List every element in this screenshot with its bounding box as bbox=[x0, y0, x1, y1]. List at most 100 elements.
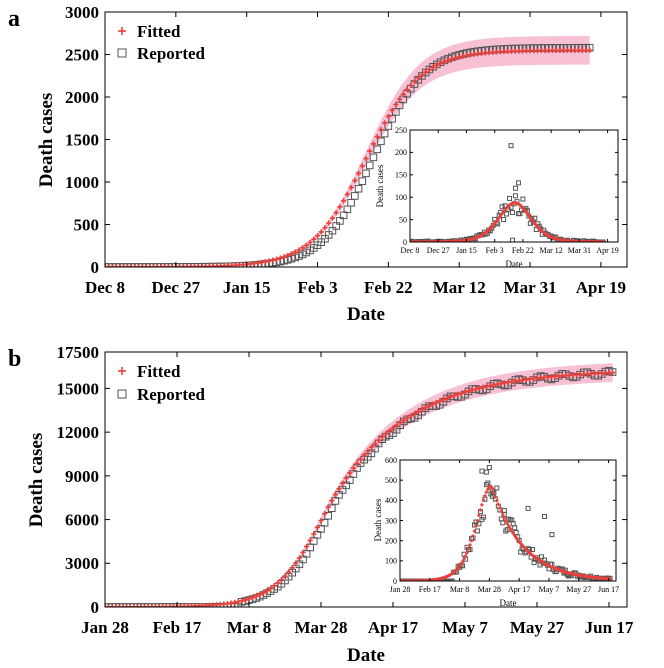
panel-b-ytick-label: 3000 bbox=[65, 554, 99, 573]
panel-b-inset-reported-point bbox=[480, 514, 486, 520]
panel-b-inset-xtick-label: Mar 28 bbox=[478, 585, 501, 594]
panel-b-xtick-label: May 7 bbox=[442, 618, 488, 637]
panel-b-inset-xtick-label: Apr 17 bbox=[508, 585, 530, 594]
panel-a-reported-point bbox=[377, 137, 385, 146]
panel-b-fitted-point bbox=[419, 406, 425, 413]
panel-a-inset-xtick-label: Dec 27 bbox=[427, 246, 450, 255]
panel-b-fitted-point bbox=[264, 588, 270, 594]
panel-b-inset-fitted-point bbox=[481, 498, 486, 502]
panel-b-inset-fitted-point bbox=[466, 547, 471, 551]
panel-b-ytick-label: 9000 bbox=[65, 467, 99, 486]
panel-a-fitted-point bbox=[393, 101, 399, 108]
panel-a-inset-fitted-point bbox=[495, 218, 500, 222]
panel-b-inset-xtick-label: May 7 bbox=[539, 585, 560, 594]
panel-a-fitted-point bbox=[445, 57, 451, 63]
panel-b-fitted-point bbox=[343, 475, 349, 481]
panel-b-fitted-point bbox=[451, 392, 457, 399]
panel-b-inset: 0 100 200 300 400 500 600 Jan 28 Feb 17 Mar 8 Mar… bbox=[373, 456, 619, 608]
panel-a-reported-point bbox=[384, 122, 393, 130]
panel-b-inset-fitted-point bbox=[459, 562, 463, 566]
panel-b-fitted-point bbox=[304, 543, 310, 550]
panel-b-inset-reported-point bbox=[512, 525, 518, 531]
panel-b-inset-reported-point bbox=[539, 554, 545, 560]
panel-b-fitted-point bbox=[473, 386, 479, 392]
panel-b-inset-fitted-point bbox=[478, 508, 483, 512]
panel-a-fitted-point bbox=[359, 163, 365, 169]
panel-b-inset-fitted-point bbox=[493, 495, 498, 499]
panel-a-fitted-point bbox=[411, 78, 418, 85]
panel-a-inset-xtick-label: Apr 19 bbox=[596, 246, 618, 255]
panel-b-fitted-point bbox=[354, 460, 360, 467]
panel-b-label: b bbox=[8, 346, 21, 372]
panel-a-ytick-label: 0 bbox=[91, 258, 100, 277]
panel-b-fitted-point bbox=[278, 577, 284, 583]
panel-a-label: a bbox=[8, 6, 20, 32]
panel-a-fitted-point bbox=[396, 96, 403, 102]
panel-b-inset-fitted-point bbox=[483, 494, 487, 498]
panel-b-fitted-point bbox=[271, 583, 277, 589]
panel-b-fitted-point bbox=[358, 456, 364, 462]
panel-b-inset-fitted-point bbox=[475, 518, 480, 523]
panel-a-fitted-point bbox=[408, 82, 414, 88]
panel-b-fitted-point bbox=[336, 486, 342, 492]
panel-a-inset-reported-point bbox=[512, 193, 518, 199]
panel-b-inset-reported-outlier bbox=[483, 469, 489, 475]
panel-a-ytick-label: 2000 bbox=[65, 88, 99, 107]
panel-b-fitted-point bbox=[437, 398, 443, 404]
panel-a-inset-xtick-label: Feb 3 bbox=[486, 246, 504, 255]
panel-b-inset-ytick-label: 400 bbox=[385, 496, 397, 505]
panel-b-ytick-label: 15000 bbox=[57, 379, 100, 398]
panel-a-inset-y-ticks: 0 50 100 150 200 250 bbox=[395, 126, 618, 247]
panel-b-legend-reported: Reported bbox=[137, 385, 206, 404]
panel-a-legend-fitted: Fitted bbox=[137, 22, 181, 41]
panel-b-xtick-label: May 27 bbox=[510, 618, 565, 637]
panel-b-fitted-point bbox=[415, 408, 421, 415]
panel-a-fitted-point bbox=[441, 59, 447, 65]
panel-b-fitted-point bbox=[282, 573, 288, 579]
panel-b-fitted-point bbox=[469, 387, 475, 393]
panel-a-fitted-point bbox=[434, 62, 440, 68]
panel-a-fitted-point bbox=[452, 55, 459, 61]
panel-b-fitted-point bbox=[476, 385, 482, 391]
panel-a-inset-reported-outlier bbox=[515, 180, 521, 186]
panel-a-fitted-point bbox=[370, 141, 377, 147]
panel-b-fitted-point bbox=[289, 565, 295, 571]
panel-b-inset-xtick-label: Jan 28 bbox=[390, 585, 411, 594]
panel-b-axes-frame bbox=[104, 351, 628, 608]
panel-b-inset-fitted-point bbox=[513, 533, 517, 538]
panel-b-inset-reported-point bbox=[449, 578, 455, 581]
panel-a-inset-reported-point bbox=[582, 239, 588, 242]
panel-a-reported-point bbox=[380, 129, 389, 138]
panel-b-fitted-point bbox=[394, 422, 400, 428]
panel-a-fitted-point bbox=[456, 54, 462, 60]
panel-b-fitted-point bbox=[286, 569, 292, 575]
panel-b-fitted-point bbox=[275, 580, 281, 586]
panel-a-ytick-label: 2500 bbox=[65, 45, 99, 64]
panel-b-fitted-point bbox=[480, 384, 486, 390]
panel-b-inset-reported-point bbox=[522, 550, 528, 556]
panel-b-fitted-point bbox=[462, 389, 468, 395]
panel-a-inset: 0 50 100 150 200 250 Dec 8 Dec 27 Jan 15 Feb 3 Fe… bbox=[375, 126, 619, 269]
panel-b-fitted-point bbox=[422, 405, 428, 411]
panel-b-x-axis-label: Date bbox=[347, 645, 385, 666]
panel-b-fitted-point bbox=[250, 595, 256, 601]
panel-b-legend-reported-glyph bbox=[117, 389, 127, 399]
panel-a-inset-reported-point bbox=[527, 220, 533, 226]
panel-a-inset-ytick-label: 50 bbox=[399, 215, 407, 224]
panel-a-band-area bbox=[105, 36, 590, 267]
panel-b-inset-fitted-point bbox=[463, 554, 468, 558]
panel-a-fitted-point bbox=[400, 91, 406, 97]
panel-b-inset-fitted-point bbox=[457, 564, 462, 568]
panel-a-fitted-point bbox=[378, 127, 384, 133]
panel-b-inset-reported-point bbox=[486, 465, 492, 471]
panel-a-x-axis-label: Date bbox=[347, 304, 385, 325]
panel-b-fitted-point bbox=[440, 396, 446, 403]
panel-b-inset-xtick-label: Feb 17 bbox=[419, 585, 441, 594]
panel-b-inset-reported-point bbox=[530, 546, 536, 552]
panel-a-xtick-label: Jan 15 bbox=[223, 278, 271, 297]
panel-b-xtick-label: Jan 28 bbox=[81, 618, 129, 637]
panel-b-inset-ytick-label: 0 bbox=[393, 577, 397, 586]
panel-a-reported-point bbox=[358, 177, 367, 185]
